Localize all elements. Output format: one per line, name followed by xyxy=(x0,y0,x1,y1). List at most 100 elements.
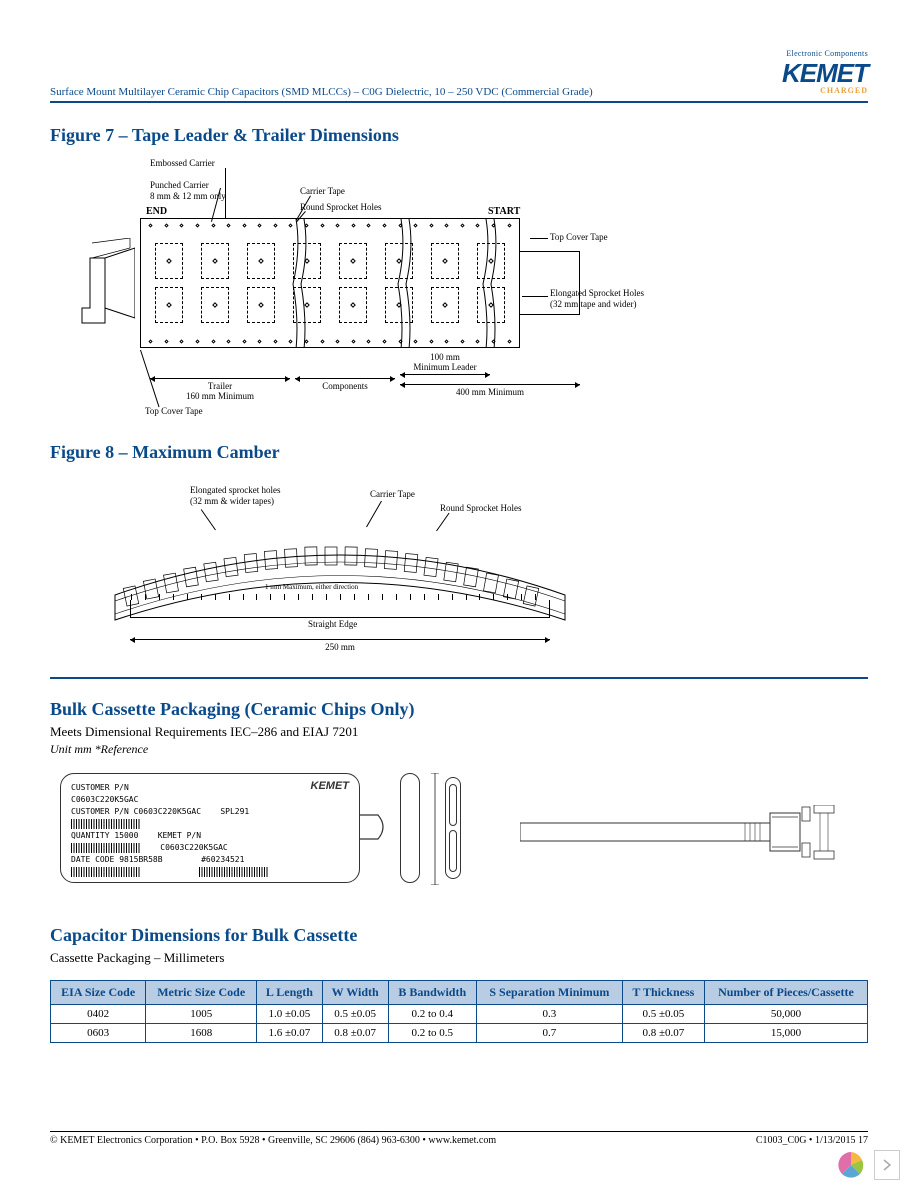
dim-400mm: 400 mm Minimum xyxy=(400,382,580,397)
dim-components: Components xyxy=(295,376,395,391)
col-width: W Width xyxy=(322,981,388,1005)
bulk-subtitle: Meets Dimensional Requirements IEC–286 a… xyxy=(50,724,868,740)
cell: 0.3 xyxy=(477,1005,623,1024)
next-page-button[interactable] xyxy=(874,1150,900,1180)
bulk-title: Bulk Cassette Packaging (Ceramic Chips O… xyxy=(50,699,868,720)
dims-title: Capacitor Dimensions for Bulk Cassette xyxy=(50,925,868,946)
cassette-side-1 xyxy=(400,773,420,883)
leader-line xyxy=(522,296,548,297)
footer-left: © KEMET Electronics Corporation • P.O. B… xyxy=(50,1135,496,1146)
cell: 1.6 ±0.07 xyxy=(257,1024,323,1043)
dim-trailer: Trailer 160 mm Minimum xyxy=(150,376,290,401)
bulk-unit-note: Unit mm *Reference xyxy=(50,742,868,757)
label-round-sprocket: Round Sprocket Holes xyxy=(300,202,382,212)
figure8-title: Figure 8 – Maximum Camber xyxy=(50,442,868,463)
chevron-right-icon xyxy=(883,1159,891,1171)
label-camber-note: 1 mm Maximum, either direction xyxy=(265,583,358,591)
label-embossed: Embossed Carrier xyxy=(150,158,215,168)
label-f8-elong: Elongated sprocket holes (32 mm & wider … xyxy=(190,485,280,506)
cassette-logo: KEMET xyxy=(311,780,350,792)
table-header-row: EIA Size Code Metric Size Code L Length … xyxy=(51,981,868,1005)
barcode-icon xyxy=(199,867,269,877)
section-divider xyxy=(50,677,868,679)
col-separation: S Separation Minimum xyxy=(477,981,623,1005)
label-top-cover-1: Top Cover Tape xyxy=(550,232,608,242)
sprocket-row-top xyxy=(141,221,519,229)
reel-stub-shape xyxy=(80,238,135,328)
dim-250mm: 250 mm xyxy=(130,637,550,652)
cell: 1005 xyxy=(146,1005,257,1024)
doc-title: Surface Mount Multilayer Ceramic Chip Ca… xyxy=(50,86,593,98)
cass-qty: QUANTITY 15000 xyxy=(71,831,138,840)
pager-logo-icon xyxy=(836,1150,866,1180)
cell: 0.8 ±0.07 xyxy=(622,1024,704,1043)
dim-100mm: 100 mm Minimum Leader xyxy=(400,352,490,375)
cass-spl: SPL291 xyxy=(220,807,249,816)
barcode-icon xyxy=(71,843,141,853)
cell: 50,000 xyxy=(704,1005,867,1024)
dim-components-text: Components xyxy=(295,381,395,391)
dim-100mm-text: 100 mm Minimum Leader xyxy=(400,352,490,372)
cell: 0.8 ±0.07 xyxy=(322,1024,388,1043)
leader-line xyxy=(225,168,226,218)
barcode-icon xyxy=(71,819,141,829)
figure7-diagram: Embossed Carrier Punched Carrier 8 mm & … xyxy=(50,158,868,418)
cell: 0.2 to 0.4 xyxy=(388,1005,476,1024)
dim-trailer-text: Trailer 160 mm Minimum xyxy=(150,381,290,401)
cass-kpn: C0603C220K5GAC xyxy=(160,843,227,852)
label-f8-round: Round Sprocket Holes xyxy=(440,503,522,513)
component-pockets xyxy=(149,237,511,329)
cass-kpn-label: KEMET P/N xyxy=(158,831,201,840)
cell: 0603 xyxy=(51,1024,146,1043)
brand-logo: Electronic Components KEMET CHARGED xyxy=(782,50,868,98)
tape-body xyxy=(140,218,520,348)
dims-subtitle: Cassette Packaging – Millimeters xyxy=(50,950,868,966)
cell: 0.5 ±0.05 xyxy=(622,1005,704,1024)
page-footer: © KEMET Electronics Corporation • P.O. B… xyxy=(50,1131,868,1146)
col-length: L Length xyxy=(257,981,323,1005)
barcode-icon xyxy=(71,867,141,877)
bulk-diagram: KEMET CUSTOMER P/N C0603C220K5GAC CUSTOM… xyxy=(50,765,868,905)
label-elongated: Elongated Sprocket Holes (32 mm tape and… xyxy=(550,288,644,309)
cell: 0.5 ±0.05 xyxy=(322,1005,388,1024)
label-f8-carrier: Carrier Tape xyxy=(370,489,415,499)
col-metric: Metric Size Code xyxy=(146,981,257,1005)
table-row: 0402 1005 1.0 ±0.05 0.5 ±0.05 0.2 to 0.4… xyxy=(51,1005,868,1024)
label-top-cover-2: Top Cover Tape xyxy=(145,406,203,416)
dim-250mm-text: 250 mm xyxy=(130,642,550,652)
label-start: START xyxy=(488,206,520,218)
dimensions-table: EIA Size Code Metric Size Code L Length … xyxy=(50,980,868,1043)
label-end: END xyxy=(146,206,167,218)
page-header: Surface Mount Multilayer Ceramic Chip Ca… xyxy=(50,50,868,103)
cass-date-label: DATE CODE xyxy=(71,855,114,864)
label-punched: Punched Carrier 8 mm & 12 mm only xyxy=(150,180,226,201)
f8-ruler xyxy=(130,600,550,618)
figure8-diagram: Elongated sprocket holes (32 mm & wider … xyxy=(50,475,868,665)
cell: 15,000 xyxy=(704,1024,867,1043)
table-row: 0603 1608 1.6 ±0.07 0.8 ±0.07 0.2 to 0.5… xyxy=(51,1024,868,1043)
label-straight-edge: Straight Edge xyxy=(308,619,357,629)
cell: 1.0 ±0.05 xyxy=(257,1005,323,1024)
leader-line xyxy=(530,238,548,239)
col-eia: EIA Size Code xyxy=(51,981,146,1005)
logo-text: KEMET xyxy=(782,59,868,88)
cassette-knob xyxy=(360,807,390,847)
cell: 0402 xyxy=(51,1005,146,1024)
pager-control xyxy=(836,1150,900,1180)
feeder-drawing xyxy=(520,805,840,860)
label-carrier-tape: Carrier Tape xyxy=(300,186,345,196)
cassette-side-2 xyxy=(445,777,461,879)
leader-line xyxy=(366,501,382,527)
logo-charged: CHARGED xyxy=(782,87,868,96)
cell: 0.2 to 0.5 xyxy=(388,1024,476,1043)
col-bandwidth: B Bandwidth xyxy=(388,981,476,1005)
dim-400mm-text: 400 mm Minimum xyxy=(400,387,580,397)
cass-l1: CUSTOMER P/N xyxy=(71,782,349,794)
cass-date: 9815BR58B xyxy=(119,855,162,864)
col-thickness: T Thickness xyxy=(622,981,704,1005)
figure7-title: Figure 7 – Tape Leader & Trailer Dimensi… xyxy=(50,125,868,146)
col-pieces: Number of Pieces/Cassette xyxy=(704,981,867,1005)
cass-serial: #60234521 xyxy=(201,855,244,864)
cell: 1608 xyxy=(146,1024,257,1043)
footer-right: C1003_C0G • 1/13/2015 17 xyxy=(756,1135,868,1146)
